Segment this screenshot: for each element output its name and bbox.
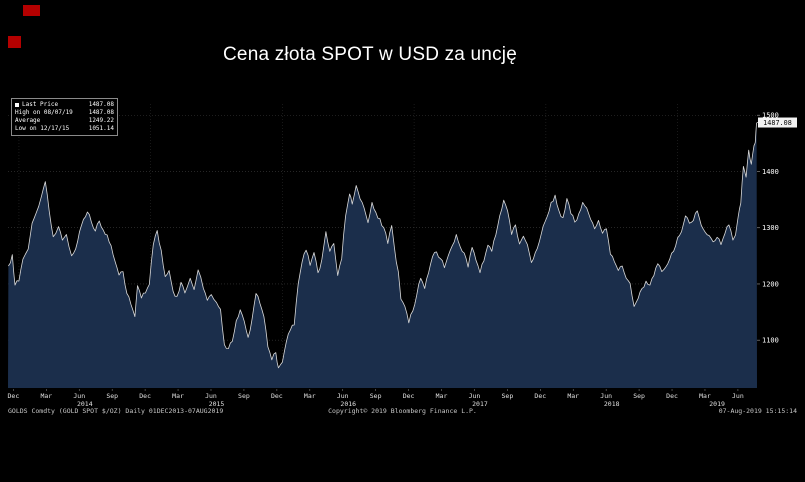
legend-label: Last Price xyxy=(22,101,59,108)
svg-text:Mar: Mar xyxy=(699,392,711,400)
svg-text:Mar: Mar xyxy=(436,392,448,400)
svg-text:Sep: Sep xyxy=(633,392,645,400)
y-axis-labels: 1100 1200 1300 1400 1500 xyxy=(757,112,779,345)
legend-label: High on 08/07/19 xyxy=(15,109,73,116)
terminal-marker-top xyxy=(23,5,40,16)
svg-text:Jun: Jun xyxy=(600,392,612,400)
svg-text:Dec: Dec xyxy=(403,392,415,400)
svg-text:2014: 2014 xyxy=(77,400,93,408)
svg-text:2019: 2019 xyxy=(709,400,725,408)
legend-value: 1051.14 xyxy=(88,125,114,132)
svg-text:Jun: Jun xyxy=(732,392,744,400)
svg-text:Jun: Jun xyxy=(205,392,217,400)
ticker-description: GOLDS Comdty (GOLD SPOT $/OZ) Daily 01DE… xyxy=(8,407,224,415)
svg-text:Dec: Dec xyxy=(666,392,678,400)
svg-text:Dec: Dec xyxy=(139,392,151,400)
svg-text:Dec: Dec xyxy=(534,392,546,400)
price-line xyxy=(8,122,757,369)
legend-label: Low on 12/17/15 xyxy=(15,125,70,132)
svg-text:Mar: Mar xyxy=(40,392,52,400)
svg-text:Sep: Sep xyxy=(106,392,118,400)
svg-text:2015: 2015 xyxy=(209,400,225,408)
svg-text:Dec: Dec xyxy=(271,392,283,400)
x-axis-labels: Dec Mar Jun Sep Dec Mar Jun Sep Dec Mar Jun Sep Dec M… xyxy=(8,389,744,408)
legend-value: 1487.08 xyxy=(88,101,114,108)
svg-text:Mar: Mar xyxy=(304,392,316,400)
last-price-badge: 1487.08 xyxy=(757,117,797,128)
svg-text:Sep: Sep xyxy=(370,392,382,400)
svg-text:Jun: Jun xyxy=(337,392,349,400)
svg-text:Sep: Sep xyxy=(502,392,514,400)
svg-text:Mar: Mar xyxy=(567,392,579,400)
svg-text:1200: 1200 xyxy=(762,280,779,288)
legend-row-last-price: Last Price 1487.08 xyxy=(15,101,114,109)
svg-text:1100: 1100 xyxy=(762,337,779,345)
svg-text:Sep: Sep xyxy=(238,392,250,400)
svg-text:2017: 2017 xyxy=(472,400,488,408)
svg-text:Mar: Mar xyxy=(172,392,184,400)
terminal-marker-left xyxy=(8,36,21,48)
timestamp: 07-Aug-2019 15:15:14 xyxy=(718,407,797,415)
svg-text:1500: 1500 xyxy=(762,112,779,120)
svg-text:1300: 1300 xyxy=(762,224,779,232)
legend-row-low: Low on 12/17/15 1051.14 xyxy=(15,125,114,133)
legend-value: 1487.08 xyxy=(88,109,114,116)
svg-text:1487.08: 1487.08 xyxy=(763,119,792,127)
svg-text:2018: 2018 xyxy=(604,400,620,408)
page-title: Cena złota SPOT w USD za uncję xyxy=(223,44,517,65)
svg-text:2016: 2016 xyxy=(340,400,356,408)
chart-legend: Last Price 1487.08 High on 08/07/19 1487… xyxy=(11,98,118,136)
svg-text:1400: 1400 xyxy=(762,168,779,176)
series-swatch-icon xyxy=(15,103,19,107)
legend-row-high: High on 08/07/19 1487.08 xyxy=(15,109,114,117)
svg-text:Jun: Jun xyxy=(73,392,85,400)
svg-text:Dec: Dec xyxy=(8,392,20,400)
svg-text:Jun: Jun xyxy=(469,392,481,400)
price-area xyxy=(8,122,757,388)
legend-label: Average xyxy=(15,117,41,124)
legend-value: 1249.22 xyxy=(88,117,114,124)
legend-row-average: Average 1249.22 xyxy=(15,117,114,125)
